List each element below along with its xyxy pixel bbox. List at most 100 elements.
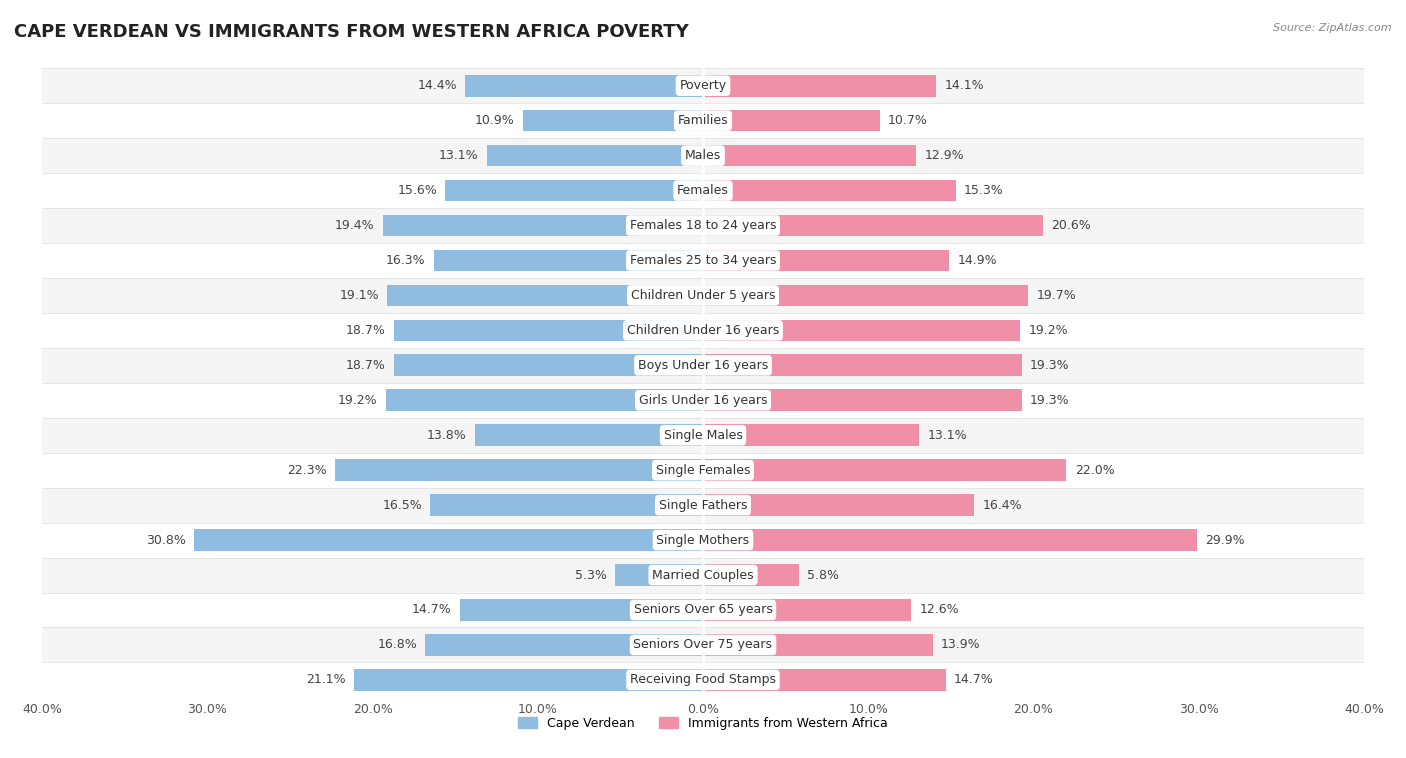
- Text: 16.8%: 16.8%: [377, 638, 418, 651]
- Bar: [42, 453, 1364, 487]
- Text: CAPE VERDEAN VS IMMIGRANTS FROM WESTERN AFRICA POVERTY: CAPE VERDEAN VS IMMIGRANTS FROM WESTERN …: [14, 23, 689, 41]
- Bar: [388, 284, 703, 306]
- Text: Girls Under 16 years: Girls Under 16 years: [638, 393, 768, 407]
- Text: 19.2%: 19.2%: [337, 393, 378, 407]
- Text: 19.7%: 19.7%: [1036, 289, 1077, 302]
- Bar: [486, 145, 703, 167]
- Text: Single Fathers: Single Fathers: [659, 499, 747, 512]
- Bar: [354, 669, 703, 691]
- Text: 18.7%: 18.7%: [346, 359, 385, 372]
- Bar: [42, 662, 1364, 697]
- Text: 22.3%: 22.3%: [287, 464, 326, 477]
- Text: 20.6%: 20.6%: [1052, 219, 1091, 232]
- Text: 14.4%: 14.4%: [418, 79, 457, 92]
- Bar: [433, 249, 703, 271]
- Text: Single Males: Single Males: [664, 429, 742, 442]
- Text: Poverty: Poverty: [679, 79, 727, 92]
- Text: Boys Under 16 years: Boys Under 16 years: [638, 359, 768, 372]
- Bar: [430, 494, 703, 516]
- Bar: [42, 313, 1364, 348]
- Text: Families: Families: [678, 114, 728, 127]
- Text: 21.1%: 21.1%: [307, 673, 346, 687]
- Bar: [703, 669, 946, 691]
- Text: Seniors Over 65 years: Seniors Over 65 years: [634, 603, 772, 616]
- Text: Children Under 16 years: Children Under 16 years: [627, 324, 779, 337]
- Text: 10.7%: 10.7%: [889, 114, 928, 127]
- Bar: [42, 558, 1364, 593]
- Bar: [42, 487, 1364, 522]
- Bar: [382, 215, 703, 236]
- Bar: [446, 180, 703, 202]
- Bar: [42, 383, 1364, 418]
- Text: 22.0%: 22.0%: [1074, 464, 1115, 477]
- Bar: [703, 529, 1197, 551]
- Bar: [703, 215, 1043, 236]
- Bar: [703, 355, 1022, 376]
- Bar: [616, 564, 703, 586]
- Bar: [42, 278, 1364, 313]
- Text: Females 18 to 24 years: Females 18 to 24 years: [630, 219, 776, 232]
- Text: 19.1%: 19.1%: [340, 289, 380, 302]
- Text: 14.7%: 14.7%: [412, 603, 451, 616]
- Text: Source: ZipAtlas.com: Source: ZipAtlas.com: [1274, 23, 1392, 33]
- Text: Females: Females: [678, 184, 728, 197]
- Text: 18.7%: 18.7%: [346, 324, 385, 337]
- Text: 30.8%: 30.8%: [146, 534, 186, 547]
- Text: 10.9%: 10.9%: [475, 114, 515, 127]
- Bar: [523, 110, 703, 131]
- Bar: [42, 593, 1364, 628]
- Bar: [465, 75, 703, 96]
- Bar: [703, 599, 911, 621]
- Bar: [703, 180, 956, 202]
- Text: 19.2%: 19.2%: [1028, 324, 1069, 337]
- Text: 15.6%: 15.6%: [398, 184, 437, 197]
- Bar: [703, 249, 949, 271]
- Text: 14.9%: 14.9%: [957, 254, 997, 267]
- Bar: [426, 634, 703, 656]
- Bar: [703, 564, 799, 586]
- Bar: [703, 110, 880, 131]
- Bar: [703, 284, 1028, 306]
- Bar: [42, 208, 1364, 243]
- Text: 15.3%: 15.3%: [965, 184, 1004, 197]
- Bar: [385, 390, 703, 411]
- Text: Receiving Food Stamps: Receiving Food Stamps: [630, 673, 776, 687]
- Text: 16.5%: 16.5%: [382, 499, 422, 512]
- Bar: [42, 418, 1364, 453]
- Text: 12.6%: 12.6%: [920, 603, 959, 616]
- Text: 19.3%: 19.3%: [1031, 359, 1070, 372]
- Bar: [42, 628, 1364, 662]
- Text: 19.4%: 19.4%: [335, 219, 374, 232]
- Bar: [703, 145, 917, 167]
- Text: Children Under 5 years: Children Under 5 years: [631, 289, 775, 302]
- Text: 12.9%: 12.9%: [924, 149, 965, 162]
- Bar: [703, 634, 932, 656]
- Bar: [42, 173, 1364, 208]
- Text: Married Couples: Married Couples: [652, 568, 754, 581]
- Text: 13.1%: 13.1%: [439, 149, 478, 162]
- Bar: [703, 75, 936, 96]
- Text: 14.1%: 14.1%: [945, 79, 984, 92]
- Text: 13.8%: 13.8%: [427, 429, 467, 442]
- Bar: [335, 459, 703, 481]
- Text: 13.9%: 13.9%: [941, 638, 980, 651]
- Text: 16.4%: 16.4%: [983, 499, 1022, 512]
- Bar: [460, 599, 703, 621]
- Bar: [394, 320, 703, 341]
- Bar: [42, 243, 1364, 278]
- Bar: [42, 103, 1364, 138]
- Bar: [42, 348, 1364, 383]
- Text: 5.3%: 5.3%: [575, 568, 607, 581]
- Text: 5.8%: 5.8%: [807, 568, 839, 581]
- Bar: [703, 459, 1066, 481]
- Text: 16.3%: 16.3%: [385, 254, 426, 267]
- Text: Single Mothers: Single Mothers: [657, 534, 749, 547]
- Bar: [703, 320, 1021, 341]
- Legend: Cape Verdean, Immigrants from Western Africa: Cape Verdean, Immigrants from Western Af…: [513, 713, 893, 735]
- Text: Seniors Over 75 years: Seniors Over 75 years: [634, 638, 772, 651]
- Text: Males: Males: [685, 149, 721, 162]
- Text: 29.9%: 29.9%: [1205, 534, 1244, 547]
- Bar: [42, 68, 1364, 103]
- Text: 19.3%: 19.3%: [1031, 393, 1070, 407]
- Bar: [703, 390, 1022, 411]
